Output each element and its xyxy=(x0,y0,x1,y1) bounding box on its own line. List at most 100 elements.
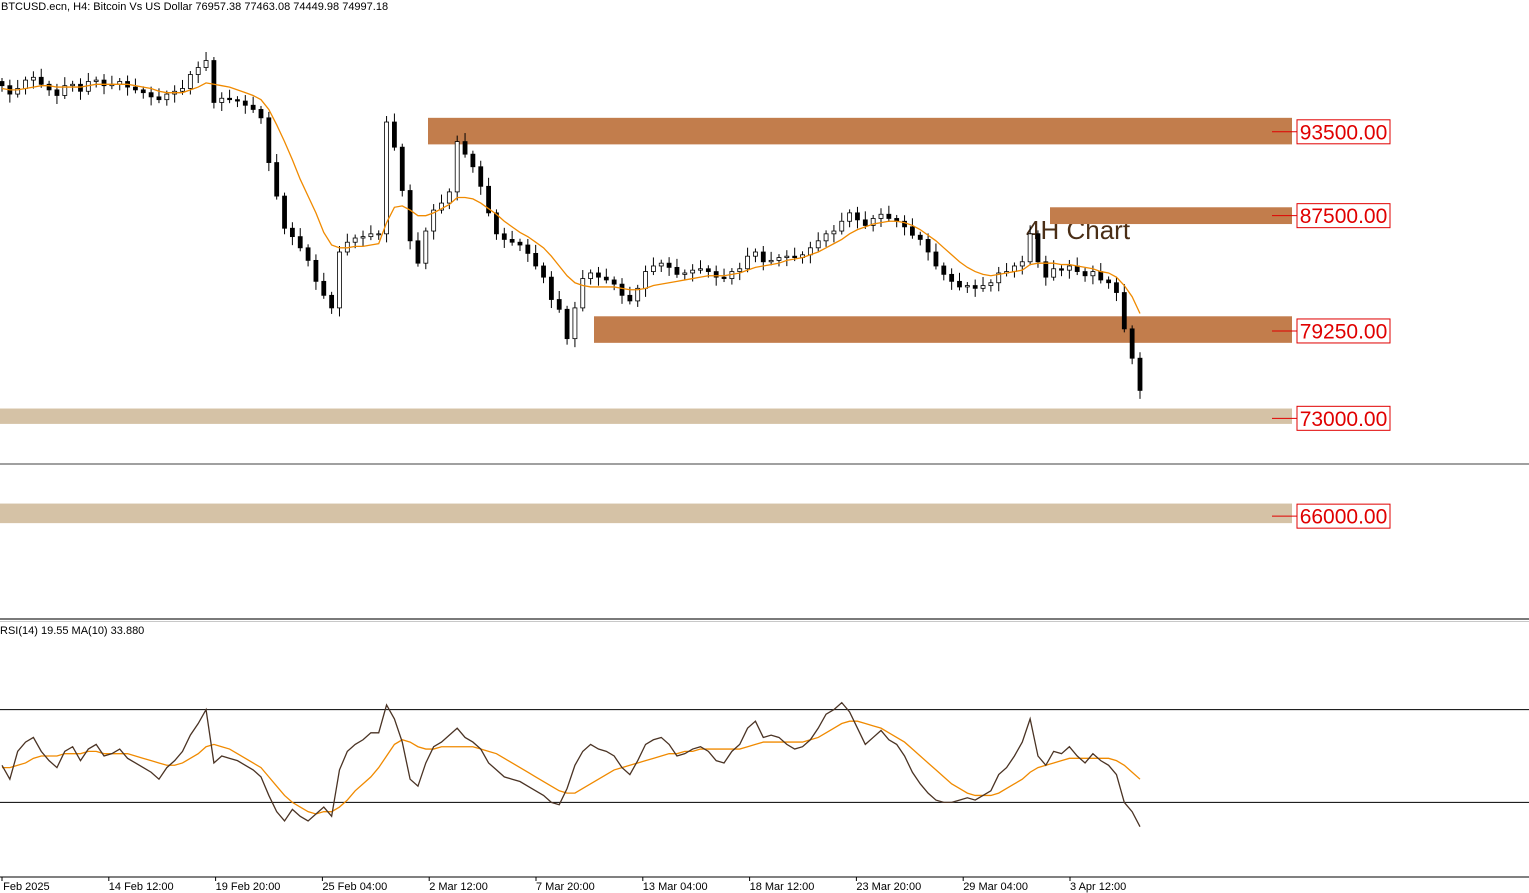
candle-43 xyxy=(337,245,342,317)
candle-126 xyxy=(988,279,994,292)
x-tick-label-5: 7 Mar 20:00 xyxy=(536,881,595,893)
level-label-0: 93500.00 xyxy=(1300,121,1388,144)
candle-117 xyxy=(917,231,923,246)
candle-6 xyxy=(46,80,52,96)
candle-129 xyxy=(1012,262,1017,278)
candle-19 xyxy=(148,86,154,106)
candle-36 xyxy=(282,192,287,235)
candle-136 xyxy=(1066,259,1072,279)
candle-79 xyxy=(619,278,625,304)
level-zone-3 xyxy=(0,408,1292,424)
candle-35 xyxy=(274,154,280,200)
x-tick-label-0: 9 Feb 2025 xyxy=(0,881,50,893)
candle-31 xyxy=(242,95,248,114)
level-zone-1 xyxy=(1050,207,1292,225)
level-label-2: 79250.00 xyxy=(1300,320,1388,343)
candle-127 xyxy=(996,266,1002,292)
candle-55 xyxy=(431,204,437,240)
x-tick-label-8: 23 Mar 20:00 xyxy=(856,881,921,893)
level-box-0 xyxy=(1296,119,1391,145)
candle-118 xyxy=(925,233,931,261)
candle-78 xyxy=(611,276,617,291)
candle-53 xyxy=(415,232,421,267)
candle-11 xyxy=(85,72,91,95)
candle-93 xyxy=(729,268,735,285)
candle-143 xyxy=(1121,284,1127,333)
candle-48 xyxy=(376,230,382,240)
candle-115 xyxy=(902,215,907,236)
candle-29 xyxy=(227,89,233,104)
level-zone-4 xyxy=(0,503,1292,524)
candle-108 xyxy=(847,209,853,228)
candle-105 xyxy=(823,230,829,247)
candle-37 xyxy=(289,222,295,246)
candle-89 xyxy=(698,260,703,274)
candle-9 xyxy=(70,80,76,92)
candle-109 xyxy=(855,206,860,229)
candle-16 xyxy=(125,75,130,96)
candle-3 xyxy=(23,76,28,95)
level-zone-0 xyxy=(428,117,1292,145)
rsi-line xyxy=(1,701,1141,827)
level-box-3 xyxy=(1296,405,1391,431)
candle-1 xyxy=(7,79,13,103)
candle-32 xyxy=(250,96,256,113)
level-label-3: 73000.00 xyxy=(1300,408,1388,431)
candle-66 xyxy=(517,238,523,252)
candle-106 xyxy=(831,225,837,243)
candle-42 xyxy=(329,291,335,314)
candle-99 xyxy=(776,254,782,267)
level-label-1: 87500.00 xyxy=(1300,205,1388,228)
candle-59 xyxy=(462,133,468,158)
candle-52 xyxy=(407,184,413,250)
candle-107 xyxy=(839,212,845,235)
candle-144 xyxy=(1129,325,1135,365)
time-axis: 9 Feb 2025 14 Feb 12:00 19 Feb 20:00 25 Feb… xyxy=(0,877,1126,893)
candle-119 xyxy=(933,243,939,270)
level-box-4 xyxy=(1296,503,1391,529)
candle-135 xyxy=(1059,265,1064,277)
candle-77 xyxy=(603,268,609,284)
candle-62 xyxy=(486,177,491,217)
candle-10 xyxy=(78,78,83,100)
level-box-1 xyxy=(1296,203,1391,229)
level-zone-2 xyxy=(594,316,1292,343)
candle-61 xyxy=(478,160,484,195)
candle-112 xyxy=(878,208,884,227)
price-ma-line xyxy=(1,82,1141,314)
candle-123 xyxy=(964,282,970,293)
candle-73 xyxy=(572,301,578,348)
candle-84 xyxy=(658,259,664,272)
level-labels: 93500.00 87500.00 79250.00 73000.00 66000.00 xyxy=(1272,119,1391,529)
candle-26 xyxy=(203,52,209,72)
candle-41 xyxy=(321,272,327,299)
candle-140 xyxy=(1098,263,1104,284)
level-label-4: 66000.00 xyxy=(1300,506,1388,529)
candle-47 xyxy=(368,225,374,241)
candle-83 xyxy=(651,257,656,276)
candle-82 xyxy=(643,265,648,297)
candle-71 xyxy=(556,290,562,313)
candle-67 xyxy=(525,239,531,262)
candle-28 xyxy=(219,92,225,111)
candle-34 xyxy=(266,111,272,172)
candle-75 xyxy=(588,269,594,285)
candle-24 xyxy=(187,71,193,95)
candle-122 xyxy=(957,272,962,291)
candles xyxy=(0,52,1143,399)
candle-8 xyxy=(62,77,68,99)
candle-60 xyxy=(470,150,476,173)
candle-30 xyxy=(235,96,240,108)
candle-96 xyxy=(753,248,758,263)
candle-113 xyxy=(886,205,892,222)
rsi-header: RSI(14) 19.55 MA(10) 33.880 xyxy=(0,625,144,637)
candle-133 xyxy=(1043,255,1049,286)
candle-46 xyxy=(360,230,366,247)
rsi-ma-line xyxy=(2,720,1141,815)
candle-76 xyxy=(596,266,601,286)
candle-74 xyxy=(580,270,586,312)
x-tick-label-9: 29 Mar 04:00 xyxy=(963,881,1028,893)
candle-14 xyxy=(109,75,115,90)
price-header: BTCUSD.ecn, H4: Bitcoin Vs US Dollar 769… xyxy=(1,1,388,13)
candle-125 xyxy=(980,277,986,292)
